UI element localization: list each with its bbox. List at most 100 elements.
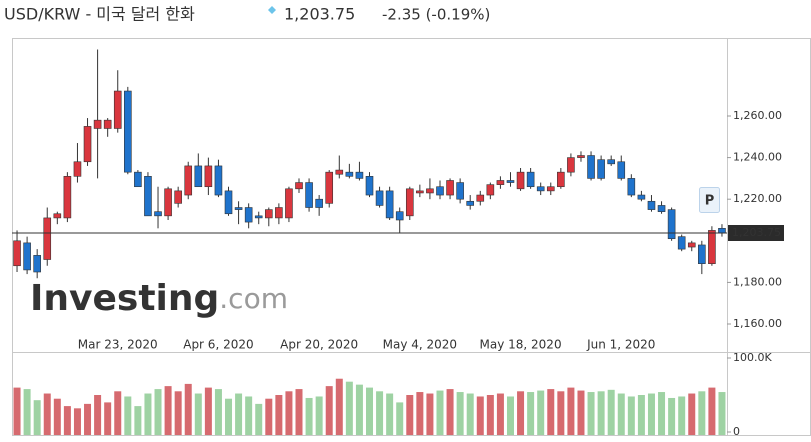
volume-bar: [94, 395, 102, 435]
candle-body: [134, 171, 142, 188]
watermark-suffix: .com: [219, 282, 288, 315]
volume-bar: [315, 396, 323, 435]
volume-bar: [658, 392, 666, 435]
volume-tick-label: 0: [733, 425, 740, 438]
candle-body: [164, 188, 172, 217]
volume-bar: [164, 386, 172, 435]
candle-body: [53, 213, 62, 219]
candle-body: [546, 186, 555, 192]
volume-bar: [23, 389, 31, 435]
volume-bar: [537, 390, 545, 435]
candle-body: [607, 159, 615, 165]
volume-bar: [245, 396, 253, 435]
candle-body: [587, 155, 595, 179]
volume-bar: [567, 387, 575, 435]
candle-body: [194, 165, 203, 188]
volume-bar: [124, 396, 132, 435]
y-tick-label: 1,160.00: [733, 317, 782, 330]
volume-bar: [376, 391, 384, 435]
candle-body: [285, 188, 293, 219]
candle-body: [295, 182, 303, 190]
volume-bar: [174, 391, 182, 435]
candle-body: [204, 165, 213, 188]
x-tick-label: Jun 1, 2020: [586, 338, 655, 352]
candle-body: [617, 161, 626, 179]
candle-body: [113, 90, 122, 129]
candle-body: [657, 205, 666, 212]
candle-body: [667, 209, 676, 240]
volume-bar: [285, 391, 293, 435]
candle-body: [446, 180, 454, 196]
volume-bar: [587, 392, 595, 435]
candle-body: [557, 171, 565, 188]
last-price-label: 1,203.75: [732, 226, 781, 239]
volume-bar: [647, 393, 655, 435]
volume-bar: [355, 384, 363, 435]
p-button-label[interactable]: P: [705, 194, 715, 209]
candle-body: [486, 184, 495, 196]
volume-bar: [396, 402, 404, 435]
volume-bar: [506, 396, 514, 435]
volume-bar: [496, 393, 504, 435]
volume-bar: [255, 403, 263, 435]
candle-body: [436, 186, 444, 196]
x-tick-label: May 18, 2020: [480, 338, 562, 352]
candle-body: [335, 169, 344, 175]
candle-body: [355, 171, 364, 179]
candle-body: [577, 155, 585, 158]
x-tick-label: Apr 6, 2020: [183, 338, 253, 352]
volume-bar: [43, 393, 51, 435]
volume-bar: [114, 391, 122, 435]
header-change: -2.35 (-0.19%): [382, 6, 490, 24]
volume-bar: [416, 392, 424, 435]
candle-body: [456, 182, 464, 200]
candle-body: [536, 186, 545, 192]
chart-frame: [12, 38, 811, 436]
candle-body: [214, 165, 223, 196]
candle-body: [506, 180, 515, 183]
candle-body: [687, 242, 696, 248]
watermark-brand: Investing: [30, 278, 219, 319]
volume-bar: [235, 393, 243, 435]
volume-bar: [275, 395, 283, 435]
y-tick-label: 1,260.00: [733, 109, 782, 122]
diamond-icon: [268, 6, 276, 14]
candle-body: [174, 190, 182, 204]
volume-bar: [607, 389, 615, 435]
candle-body: [275, 207, 283, 219]
volume-bar: [406, 395, 414, 435]
y-tick-label: 1,240.00: [733, 151, 782, 164]
volume-tick-label: 100.0K: [733, 351, 772, 364]
volume-bar: [295, 389, 303, 435]
candle-body: [718, 228, 726, 234]
candle-body: [103, 119, 112, 129]
volume-bar: [53, 398, 61, 435]
p-button[interactable]: [699, 187, 720, 213]
candle-body: [83, 126, 92, 163]
volume-bar: [527, 392, 535, 435]
candle-body: [627, 178, 636, 196]
candle-body: [325, 171, 334, 204]
volume-bar: [13, 387, 21, 435]
volume-bar: [436, 390, 444, 435]
chart-title: USD/KRW - 미국 달러 한화: [4, 5, 195, 24]
candle-body: [526, 171, 535, 188]
candle-body: [73, 161, 82, 177]
candle-body: [305, 182, 313, 208]
volume-bar: [366, 387, 373, 435]
candle-body: [264, 209, 273, 219]
volume-bar: [184, 383, 192, 435]
candle-body: [708, 230, 716, 264]
candle-body: [395, 211, 404, 221]
volume-bar: [708, 387, 716, 435]
volume-bar: [557, 391, 565, 435]
volume-bar: [265, 398, 273, 435]
candle-body: [43, 217, 52, 260]
candle-body: [345, 171, 354, 177]
volume-bar: [718, 392, 726, 435]
volume-bar: [426, 393, 434, 435]
volume-bar: [446, 389, 454, 435]
volume-bar: [73, 408, 81, 435]
volume-bar: [476, 396, 484, 435]
